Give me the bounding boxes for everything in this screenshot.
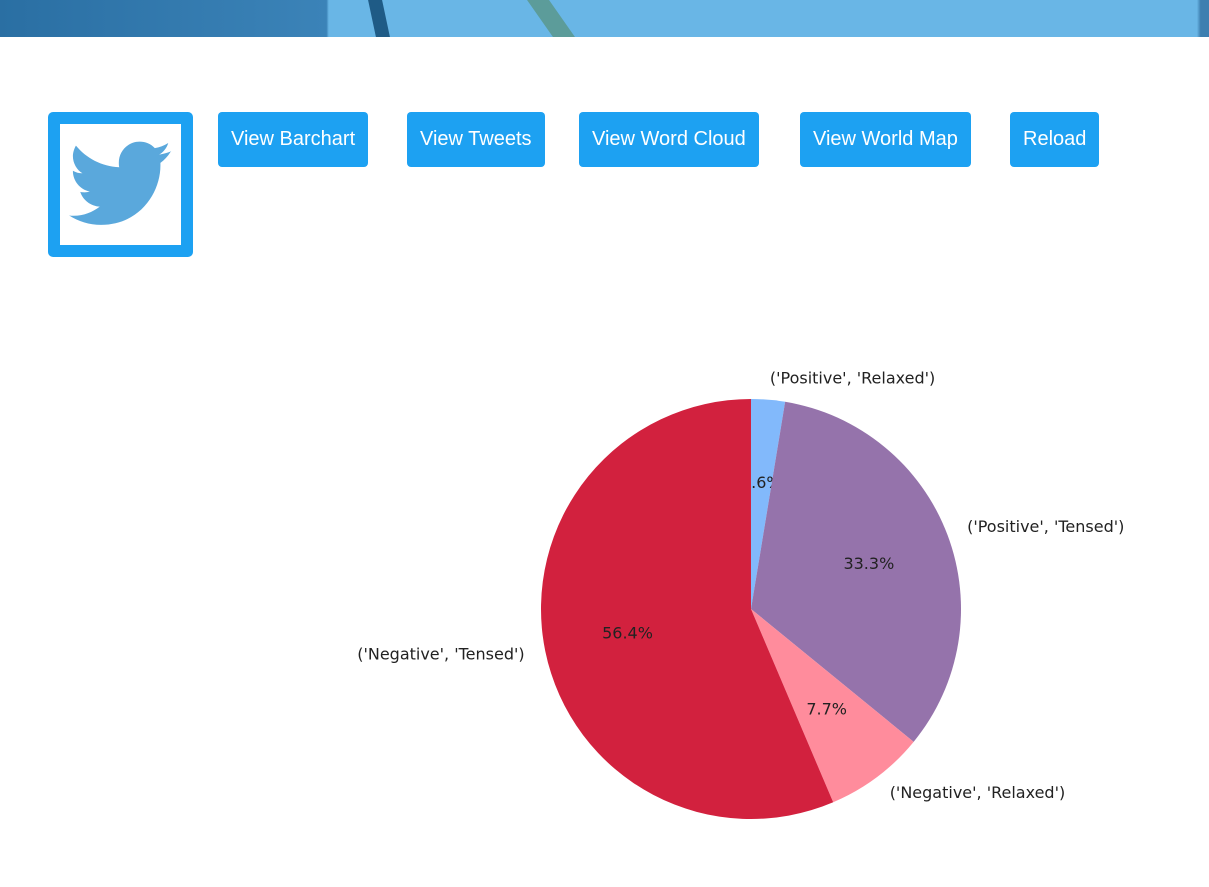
- pie-pct-label: 7.7%: [806, 699, 847, 718]
- pie-slice: [751, 399, 786, 609]
- pie-slice: [751, 609, 914, 803]
- view-world-map-button[interactable]: View World Map: [800, 112, 971, 167]
- pie-slice-label: ('Positive', 'Tensed'): [967, 517, 1124, 536]
- pie-slice-label: ('Positive', 'Relaxed'): [770, 368, 935, 387]
- view-barchart-button[interactable]: View Barchart: [218, 112, 369, 167]
- header-banner-image: [0, 0, 1209, 37]
- reload-button[interactable]: Reload: [1010, 112, 1100, 167]
- view-tweets-button[interactable]: View Tweets: [407, 112, 545, 167]
- pie-slice: [751, 401, 961, 742]
- pie-pct-label: 33.3%: [843, 554, 894, 573]
- twitter-bird-icon: [68, 141, 171, 225]
- pie-slice-label: ('Negative', 'Tensed'): [357, 645, 524, 664]
- view-word-cloud-button[interactable]: View Word Cloud: [579, 112, 759, 167]
- pie-pct-label: 56.4%: [602, 624, 653, 643]
- twitter-logo[interactable]: [48, 112, 193, 257]
- pie-slice: [541, 399, 834, 819]
- pie-slice-label: ('Negative', 'Relaxed'): [890, 783, 1066, 802]
